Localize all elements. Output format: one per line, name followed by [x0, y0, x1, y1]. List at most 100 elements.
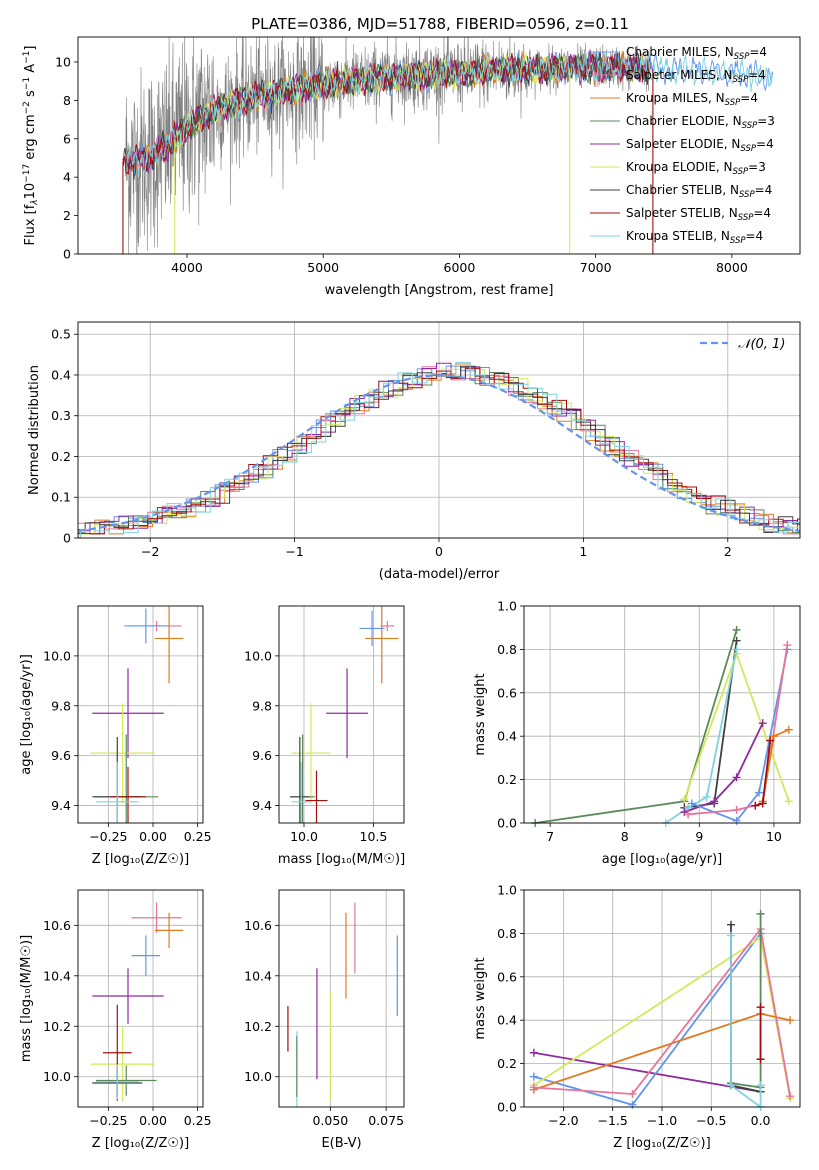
y-tick-label: 10.0 — [244, 648, 272, 663]
weight-series-kroupa-stelib — [665, 649, 738, 823]
x-tick-label: 10 — [766, 829, 782, 844]
y-tick-label: 10.0 — [43, 1069, 71, 1084]
weight-series-salpeter-miles — [688, 644, 789, 816]
legend-subscript: SSP — [733, 167, 749, 177]
legend-subscript: SSP — [742, 121, 758, 131]
y-tick-label: 0.2 — [497, 1056, 517, 1071]
plot-frame — [523, 605, 801, 824]
data-point-marker — [732, 805, 741, 814]
x-tick-label: 0.050 — [312, 1113, 348, 1128]
y-axis-label-part: −2 — [22, 101, 32, 114]
x-tick-label: −1.5 — [598, 1113, 628, 1128]
data-point-marker — [783, 641, 792, 650]
data-point-marker — [784, 725, 793, 734]
legend-entry: 𝒩(0, 1) — [738, 337, 785, 352]
y-tick-label: 0.0 — [497, 816, 517, 831]
x-tick-label: 8 — [621, 829, 629, 844]
y-tick-label: 9.8 — [252, 698, 272, 713]
x-tick-label: −0.25 — [89, 829, 127, 844]
z-mass-panel: −0.25 0.00 0.25 10.0 10.2 10.4 10.6 Z [log₁₀(Z/… — [19, 889, 212, 1151]
legend-tail: =4 — [756, 137, 774, 151]
y-axis-label-part: s — [23, 90, 38, 101]
y-tick-label: 10 — [55, 54, 71, 69]
data-point-marker — [529, 1048, 538, 1057]
y-tick-label: 10.2 — [43, 1019, 71, 1034]
y-tick-label: 0.2 — [497, 772, 517, 787]
legend-text: Chabrier STELIB, N — [626, 183, 739, 197]
data-point-marker — [758, 719, 767, 728]
x-tick-label: 5000 — [307, 260, 339, 275]
legend-text: Kroupa ELODIE, N — [626, 160, 733, 174]
y-tick-label: 1.0 — [497, 883, 517, 898]
y-axis-label: Flux [fλ10−17 erg cm−2 s−1 A−1] — [22, 46, 40, 246]
data-point-marker — [732, 625, 741, 634]
y-tick-label: 10.6 — [43, 918, 71, 933]
y-tick-label: 0.1 — [51, 490, 71, 505]
data-point-marker — [702, 792, 711, 801]
x-tick-label: −1 — [285, 544, 303, 559]
y-tick-label: 0 — [63, 531, 71, 546]
y-axis-label: mass [log₁₀(M/M☉)] — [19, 935, 34, 1062]
y-tick-label: 0.4 — [51, 367, 71, 382]
y-axis-label-part: Flux [f — [23, 204, 38, 245]
y-tick-label: 9.6 — [252, 748, 272, 763]
data-point-marker — [769, 732, 778, 741]
data-point-marker — [756, 1003, 765, 1012]
data-point-marker — [784, 797, 793, 806]
y-tick-label: 8 — [63, 93, 71, 108]
y-axis-label-part: −1 — [22, 77, 32, 90]
data-point-marker — [727, 931, 735, 940]
legend-subscript: SSP — [730, 236, 746, 246]
legend-text: Salpeter ELODIE, N — [626, 137, 740, 151]
plot-frame — [77, 605, 204, 824]
x-tick-label: 0.0 — [751, 1113, 771, 1128]
legend-tail: =3 — [748, 160, 766, 174]
observed-spectrum — [125, 37, 651, 254]
mass-age-panel: 10.0 10.5 9.4 9.6 9.8 10.0 mass [log₁₀(M/M☉)] — [244, 605, 405, 867]
legend-entry: Kroupa MILES, NSSP=4 — [626, 91, 758, 108]
legend-subscript: SSP — [740, 144, 756, 154]
plot-frame — [278, 605, 405, 824]
legend-subscript: SSP — [733, 75, 749, 85]
y-tick-label: 10.0 — [43, 648, 71, 663]
legend-entry: Kroupa ELODIE, NSSP=3 — [626, 160, 766, 177]
legend-entry: Chabrier STELIB, NSSP=4 — [626, 183, 772, 200]
y-tick-label: 6 — [63, 131, 71, 146]
x-tick-label: 4000 — [171, 260, 203, 275]
x-tick-label: 0.00 — [139, 829, 167, 844]
histogram-salpeter-stelib — [78, 367, 800, 535]
x-axis-label: (data-model)/error — [379, 567, 500, 582]
y-tick-label: 9.4 — [51, 798, 71, 813]
z-age-panel: −0.25 0.00 0.25 9.4 9.6 9.8 10.0 Z [log₁₀(Z/Z☉)… — [19, 605, 212, 867]
y-tick-label: 9.4 — [252, 798, 272, 813]
y-tick-label: 10.4 — [43, 968, 71, 983]
data-point-marker — [786, 1092, 795, 1101]
x-tick-label: 7 — [546, 829, 554, 844]
x-axis-label: Z [log₁₀(Z/Z☉)] — [613, 1136, 710, 1151]
y-tick-label: 9.8 — [51, 698, 71, 713]
y-axis-label: Normed distribution — [27, 365, 42, 495]
data-point-marker — [529, 1072, 538, 1081]
data-point-marker — [756, 1081, 765, 1090]
data-point-marker — [687, 799, 696, 808]
x-tick-label: 7000 — [580, 260, 612, 275]
y-tick-label: 2 — [63, 208, 71, 223]
y-axis-label: mass weight — [473, 957, 488, 1039]
weight-z-panel: −2.0 −1.5 −1.0 −0.5 0.0 0.0 0.2 0.4 0.6 0.8 1.0 Z [… — [473, 883, 801, 1151]
data-point-marker — [756, 1055, 765, 1064]
x-tick-label: −2 — [141, 544, 159, 559]
plot-frame — [278, 889, 405, 1108]
x-tick-label: −0.25 — [89, 1113, 127, 1128]
legend-text: Salpeter MILES, N — [626, 68, 733, 82]
y-tick-label: 0.6 — [497, 969, 517, 984]
x-tick-label: 0.25 — [184, 829, 212, 844]
x-tick-label: 1 — [579, 544, 587, 559]
legend-tail: =4 — [748, 68, 766, 82]
data-point-marker — [766, 736, 775, 745]
weight-series-salpeter-miles — [533, 926, 791, 1097]
y-tick-label: 4 — [63, 170, 71, 185]
data-point-marker — [727, 1081, 735, 1090]
y-tick-label: 0.6 — [497, 685, 517, 700]
model-spectrum-salpeter-elodie — [126, 49, 651, 174]
legend-text: Kroupa MILES, N — [626, 91, 725, 105]
